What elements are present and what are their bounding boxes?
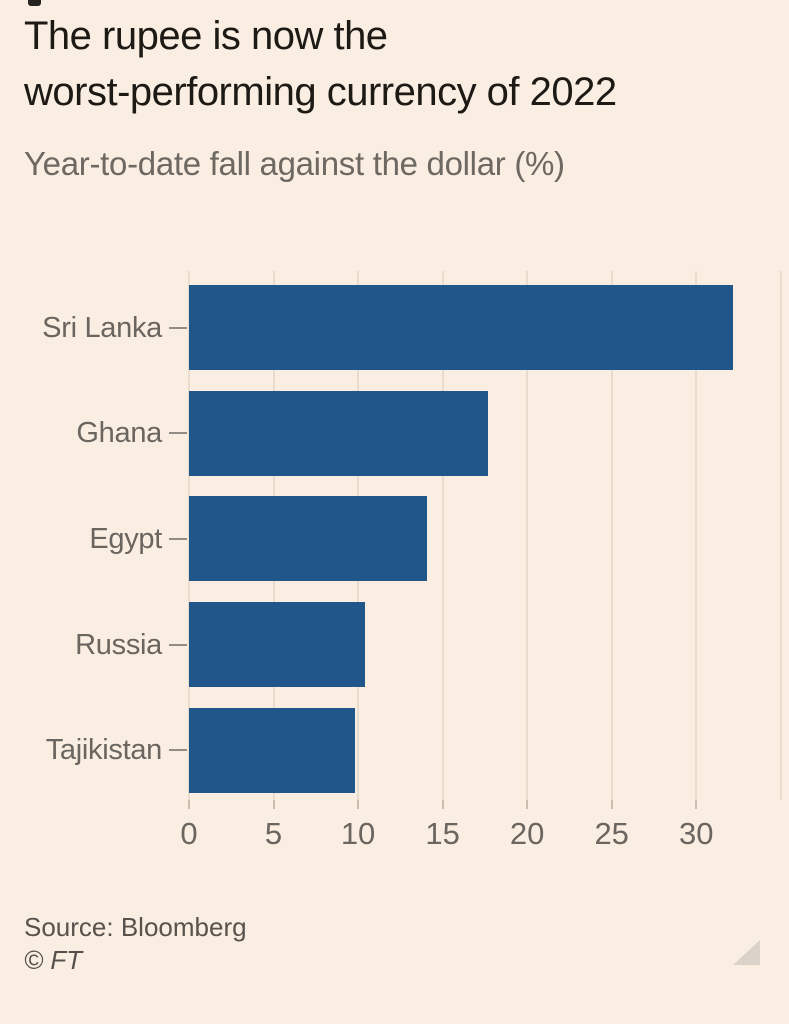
bar-egypt	[189, 496, 428, 582]
category-tick-tajikistan	[169, 749, 187, 752]
x-axis-tick-0	[188, 800, 190, 809]
crop-artifact	[28, 0, 41, 6]
gridline-35	[779, 271, 782, 800]
x-axis-tick-20	[526, 800, 529, 809]
category-tick-ghana	[169, 432, 187, 435]
x-axis-label-10: 10	[340, 816, 376, 851]
copyright-label: © FT	[24, 945, 83, 975]
source-label: Source: Bloomberg	[24, 912, 247, 942]
x-axis-tick-5	[272, 800, 275, 809]
x-axis-tick-10	[357, 800, 360, 809]
chart-title-line-2: worst-performing currency of 2022	[24, 70, 617, 114]
x-axis-tick-25	[610, 800, 613, 809]
category-label-tajikistan: Tajikistan	[45, 734, 163, 767]
bar-russia	[189, 602, 365, 688]
x-axis-label-0: 0	[180, 816, 198, 851]
chart-subtitle: Year-to-date fall against the dollar (%)	[24, 145, 565, 182]
x-axis-label-25: 25	[594, 816, 629, 851]
category-tick-sri-lanka	[169, 326, 187, 329]
x-axis-tick-30	[695, 800, 698, 809]
category-tick-russia	[169, 643, 187, 646]
chart-title: The rupee is now the worst-performing cu…	[24, 8, 617, 120]
x-axis-label-15: 15	[425, 816, 460, 851]
category-label-ghana: Ghana	[76, 417, 162, 450]
bar-sri-lanka	[189, 285, 734, 370]
gridline-15	[441, 271, 444, 800]
category-label-russia: Russia	[75, 628, 162, 661]
bar-tajikistan	[189, 707, 355, 793]
category-label-egypt: Egypt	[89, 522, 162, 555]
category-label-sri-lanka: Sri Lanka	[42, 311, 162, 344]
x-axis-label-20: 20	[509, 816, 545, 851]
x-axis-label-5: 5	[264, 816, 283, 851]
resize-handle-icon[interactable]	[733, 940, 760, 965]
bar-ghana	[189, 390, 489, 476]
gridline-20	[526, 271, 529, 800]
chart-title-line-1: The rupee is now the	[24, 14, 388, 58]
gridline-30	[695, 271, 698, 800]
gridline-25	[610, 271, 613, 800]
category-tick-egypt	[169, 537, 187, 540]
x-axis-tick-15	[441, 800, 444, 809]
x-axis-label-30: 30	[678, 816, 714, 851]
